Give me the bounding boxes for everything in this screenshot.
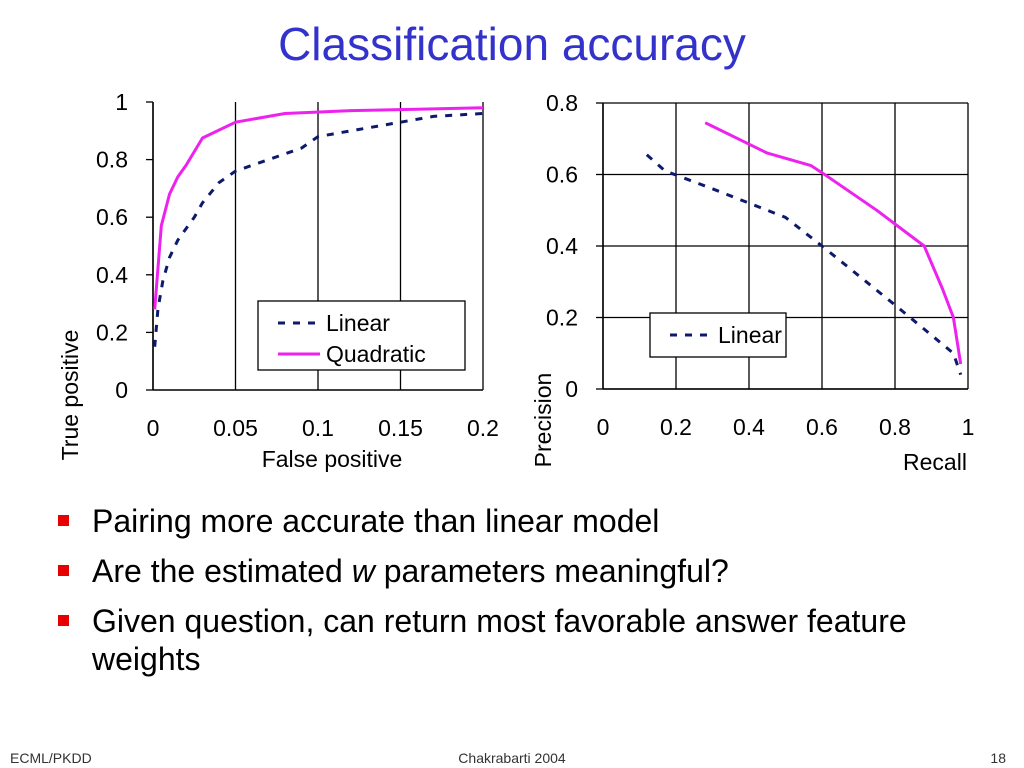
legend-label: Linear xyxy=(326,310,390,336)
chart-2: 0 0.2 0.4 0.6 0.8 1 0 0.2 0.4 0.6 0.8 Recall Precisi… xyxy=(530,90,974,475)
bullet-item: Pairing more accurate than linear model xyxy=(58,502,1008,540)
bullet-text: Pairing more accurate than linear model xyxy=(92,503,660,539)
y-tick-label: 0.6 xyxy=(96,204,128,230)
y-tick-label: 1 xyxy=(115,89,128,115)
bullet-text: Given question, can return most favorabl… xyxy=(92,603,907,677)
bullet-list: Pairing more accurate than linear model … xyxy=(58,502,1008,690)
bullet-text: Are the estimated xyxy=(92,553,352,589)
series-line-quadratic xyxy=(153,106,484,310)
x-tick-label: 0.6 xyxy=(806,414,838,440)
x-axis-label: Recall xyxy=(903,449,967,475)
bullet-text-rest: parameters meaningful? xyxy=(374,553,729,589)
y-tick-label: 0.2 xyxy=(546,305,578,331)
x-tick-label: 0 xyxy=(597,414,610,440)
y-axis-label: True positive xyxy=(57,330,83,461)
x-tick-label: 1 xyxy=(962,414,975,440)
y-tick-label: 0.8 xyxy=(96,147,128,173)
series-line-linear xyxy=(645,153,963,376)
charts-canvas: 0 0.05 0.1 0.15 0.2 0 0.2 0.4 0.6 0.8 1 False posit… xyxy=(57,89,974,475)
series-line-linear xyxy=(153,112,484,347)
legend-box xyxy=(649,312,787,358)
y-axis-label: Precision xyxy=(530,373,556,468)
legend-label: Linear xyxy=(718,322,782,348)
y-tick-label: 0 xyxy=(565,376,578,402)
footer-conference: ECML/PKDD xyxy=(10,750,92,766)
bullet-square-icon xyxy=(58,565,69,576)
x-tick-label: 0.05 xyxy=(213,415,258,441)
bullet-square-icon xyxy=(58,515,69,526)
legend-box xyxy=(257,300,466,371)
legend-label: Quadratic xyxy=(326,341,426,367)
y-tick-label: 0 xyxy=(115,377,128,403)
bullet-emphasis: w xyxy=(351,553,375,589)
x-tick-label: 0.1 xyxy=(302,415,334,441)
bullet-item: Are the estimated w parameters meaningfu… xyxy=(58,552,1008,590)
series-line-unnamed xyxy=(704,121,963,365)
y-tick-label: 0.4 xyxy=(546,233,578,259)
footer-page-number: 18 xyxy=(990,750,1006,766)
slide-title: Classification accuracy xyxy=(278,18,746,70)
x-tick-label: 0 xyxy=(147,415,160,441)
bullet-item: Given question, can return most favorabl… xyxy=(58,602,1008,678)
x-tick-label: 0.2 xyxy=(660,414,692,440)
y-tick-label: 0.6 xyxy=(546,162,578,188)
footer-author: Chakrabarti 2004 xyxy=(458,750,566,766)
x-tick-label: 0.8 xyxy=(879,414,911,440)
x-axis-label: False positive xyxy=(262,446,403,472)
x-tick-label: 0.15 xyxy=(378,415,423,441)
y-tick-label: 0.8 xyxy=(546,90,578,116)
y-tick-label: 0.2 xyxy=(96,319,128,345)
x-tick-label: 0.2 xyxy=(467,415,499,441)
x-tick-label: 0.4 xyxy=(733,414,765,440)
chart-1: 0 0.05 0.1 0.15 0.2 0 0.2 0.4 0.6 0.8 1 False posit… xyxy=(57,89,499,472)
y-tick-label: 0.4 xyxy=(96,262,128,288)
bullet-square-icon xyxy=(58,615,69,626)
